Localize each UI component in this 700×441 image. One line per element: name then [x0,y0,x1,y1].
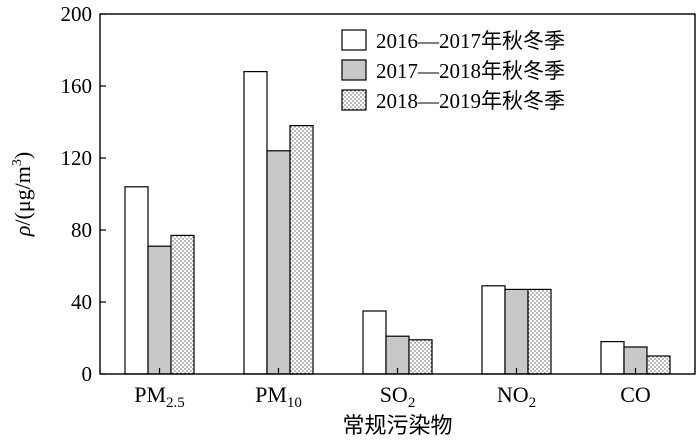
legend: 2016—2017年秋冬季 2017—2018年秋冬季 2018—2019年秋冬季 [341,29,565,113]
y-tick-label: 200 [61,2,93,26]
y-axis-title: ρ/(μg/m3) [10,152,35,237]
legend-swatch-series3 [341,89,367,111]
legend-swatch-series2 [341,59,367,81]
bar-series1-pm25 [124,186,149,375]
y-tick-label: 120 [61,146,93,170]
bar-series1-so2 [362,310,387,375]
legend-label-series3: 2018—2019年秋冬季 [376,89,565,113]
legend-label-series2: 2017—2018年秋冬季 [376,59,565,83]
x-axis-title: 常规污染物 [342,414,452,439]
bars-group [124,70,671,375]
legend-label-series1: 2016—2017年秋冬季 [376,29,565,53]
y-tick-label: 0 [82,362,93,386]
bar-series3-pm25 [170,234,195,375]
y-tick-label: 40 [71,290,92,314]
bar-series1-no2 [481,285,506,375]
axes-group: PM2.5 PM10 SO2 NO2 CO 0 40 80 120 160 200 [61,2,696,411]
bar-series3-so2 [408,339,433,375]
x-tick-label: NO2 [497,382,536,411]
bar-series3-pm10 [289,124,314,375]
legend-swatch-series1 [341,29,367,51]
x-tick-label: SO2 [380,382,416,411]
bar-series3-co [646,355,671,375]
bar-series2-pm25 [147,245,172,375]
bar-series3-no2 [527,288,552,375]
y-tick-label: 160 [61,74,93,98]
y-tick-label: 80 [71,218,92,242]
bar-series1-co [600,341,625,375]
x-tick-label: PM2.5 [134,382,185,411]
bar-series1-pm10 [243,70,268,375]
bar-series2-no2 [504,288,529,375]
x-tick-label: PM10 [255,382,302,411]
x-tick-label: CO [620,382,651,407]
bar-series2-pm10 [266,150,291,375]
